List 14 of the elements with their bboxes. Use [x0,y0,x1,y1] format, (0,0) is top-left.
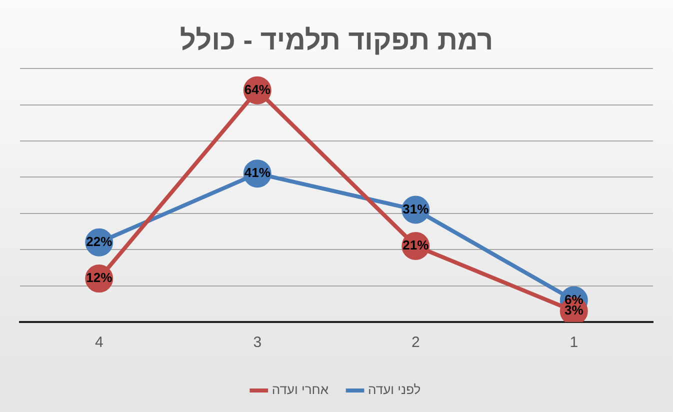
data-label: 31% [402,201,430,216]
legend-label: אחרי ועדה [272,382,329,398]
data-label: 41% [244,165,271,180]
data-label: 12% [86,270,113,286]
chart-title: רמת תפקוד תלמיד - כולל [180,24,494,56]
data-label: 64% [244,82,271,97]
x-tick-label: 1 [570,334,578,352]
x-tick-label: 3 [253,334,262,352]
x-tick-label: 4 [94,334,104,352]
data-label: 22% [86,234,113,249]
x-tick-label: 2 [411,334,420,352]
legend-label: לפני ועדה [368,382,421,398]
data-label: 3% [564,302,584,318]
data-label: 21% [402,238,430,253]
